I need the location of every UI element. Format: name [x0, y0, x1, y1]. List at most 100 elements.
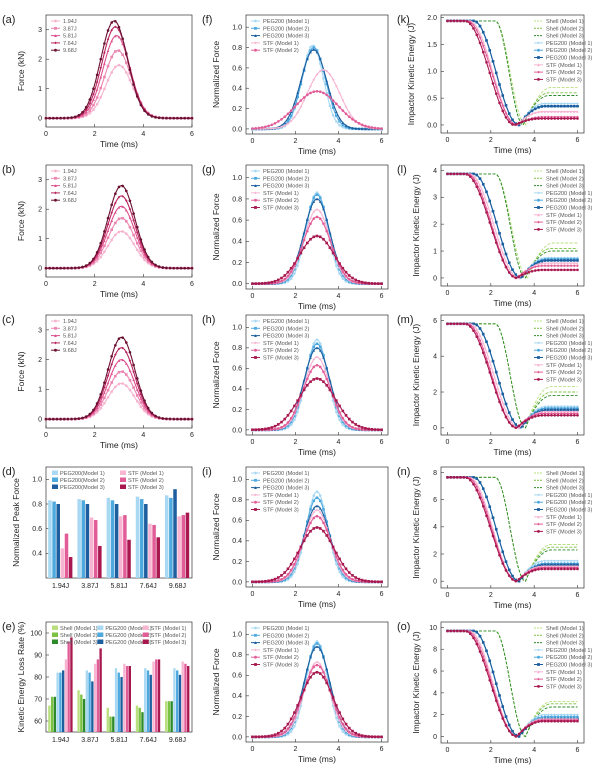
data-point: [494, 71, 498, 75]
data-point: [537, 106, 540, 109]
y-tick-label: 0.4: [232, 538, 242, 545]
data-point: [540, 268, 544, 272]
x-tick-label: 2: [93, 131, 97, 138]
y-tick-label: 0.6: [232, 518, 242, 525]
legend-marker: [254, 641, 257, 644]
y-tick-label: 6: [433, 668, 437, 675]
data-point: [286, 278, 290, 281]
legend-marker: [537, 508, 540, 511]
data-point: [139, 103, 143, 107]
data-point: [559, 268, 563, 272]
y-tick-label: 3: [38, 177, 42, 184]
legend-label: 7.64J: [63, 41, 77, 47]
legend-marker: [537, 41, 540, 45]
data-point: [99, 95, 103, 99]
y-tick-label: 0.6: [32, 526, 42, 533]
data-point: [449, 322, 453, 326]
data-point: [264, 125, 267, 129]
legend-marker: [537, 522, 540, 526]
y-tick-label: 4: [433, 168, 437, 175]
data-point: [251, 428, 254, 432]
data-point: [273, 424, 277, 428]
data-point: [566, 719, 570, 723]
data-point: [472, 174, 475, 178]
data-point: [367, 579, 370, 583]
x-axis-label: Time (ms): [100, 139, 138, 149]
data-point: [121, 346, 124, 350]
legend-label: Shell (Model 2): [546, 26, 584, 32]
data-point: [150, 260, 154, 264]
data-point: [472, 176, 475, 180]
data-point: [550, 412, 553, 415]
legend-label: 9.68J: [63, 48, 77, 54]
data-point: [66, 266, 70, 270]
y-tick-label: 6: [433, 318, 437, 325]
data-point: [338, 412, 341, 416]
data-point: [293, 562, 296, 566]
data-point: [553, 563, 557, 567]
legend-label: PEG200 (Model 2): [263, 26, 309, 32]
series-line: [252, 509, 382, 583]
data-point: [524, 726, 527, 730]
data-point: [354, 579, 358, 582]
data-point: [322, 356, 325, 359]
data-point: [331, 393, 335, 397]
x-tick-label: 4: [337, 591, 341, 598]
legend-marker: [537, 70, 540, 74]
data-point: [569, 563, 573, 567]
bar: [181, 515, 186, 578]
legend-label: STF (Model 1): [546, 515, 582, 521]
data-point: [478, 177, 482, 180]
data-point: [322, 364, 325, 367]
data-point: [341, 416, 345, 420]
x-tick-label: 2: [93, 281, 97, 288]
legend-marker: [254, 626, 257, 630]
data-point: [44, 116, 48, 120]
data-point: [52, 266, 55, 270]
data-point: [569, 719, 573, 723]
data-point: [546, 259, 550, 262]
data-point: [507, 117, 511, 121]
plot-frame: [245, 621, 389, 743]
data-point: [504, 569, 508, 572]
data-point: [569, 104, 573, 108]
data-point: [543, 413, 547, 417]
data-point: [190, 116, 194, 120]
data-point: [507, 723, 511, 727]
data-point: [498, 250, 501, 254]
data-point: [478, 32, 482, 35]
data-point: [302, 233, 306, 236]
data-point: [494, 391, 498, 394]
data-point: [566, 408, 570, 412]
x-tick-label: 0: [446, 592, 450, 599]
data-point: [341, 121, 345, 124]
data-point: [110, 28, 113, 32]
data-point: [176, 417, 179, 421]
data-point: [543, 567, 547, 571]
data-point: [576, 268, 579, 272]
data-point: [338, 120, 341, 123]
data-point: [576, 715, 579, 719]
bar: [56, 504, 60, 578]
data-point: [341, 98, 345, 102]
data-point: [135, 388, 139, 391]
data-point: [66, 116, 70, 120]
data-point: [44, 417, 48, 421]
series-line: [46, 370, 192, 420]
data-point: [478, 646, 482, 649]
data-point: [507, 271, 511, 274]
data-point: [286, 567, 290, 571]
data-point: [468, 22, 472, 26]
data-point: [267, 427, 270, 430]
data-point: [312, 357, 316, 361]
data-point: [566, 413, 570, 417]
bar: [148, 523, 152, 578]
y-tick-label: 0: [433, 734, 437, 741]
bar: [109, 716, 112, 732]
data-point: [380, 580, 383, 584]
data-point: [360, 426, 364, 429]
legend-marker: [254, 48, 257, 52]
bar: [128, 666, 131, 732]
